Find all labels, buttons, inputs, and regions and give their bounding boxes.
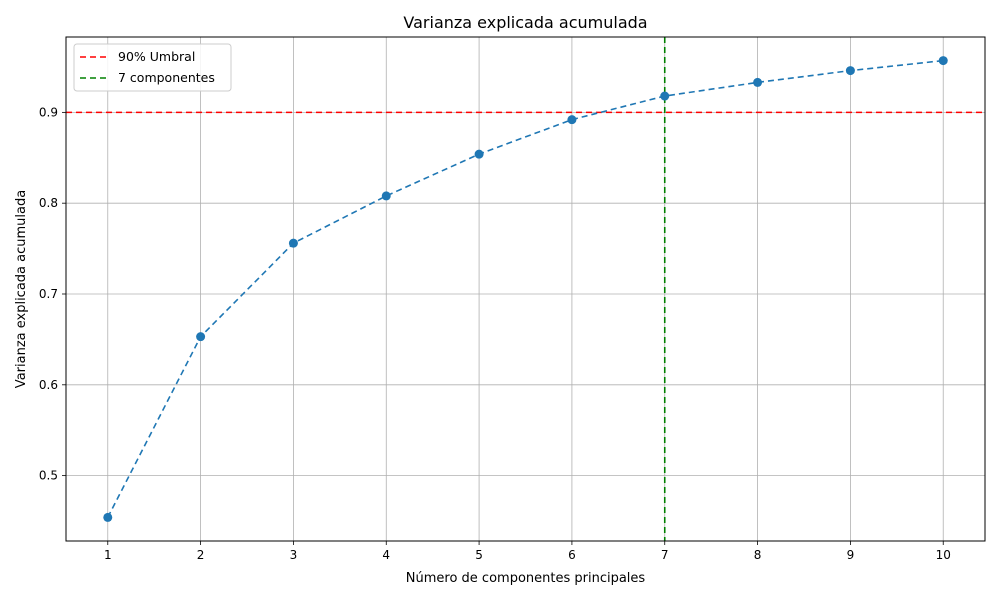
data-point bbox=[938, 56, 948, 66]
series-line bbox=[107, 59, 944, 518]
x-axis-ticks: 1 2 3 4 5 6 7 8 9 10 bbox=[104, 541, 951, 562]
x-tick-label: 10 bbox=[936, 548, 951, 562]
legend-label-components: 7 componentes bbox=[118, 70, 215, 85]
data-point bbox=[845, 66, 855, 76]
legend: 90% Umbral 7 componentes bbox=[73, 43, 232, 92]
data-point bbox=[381, 191, 391, 201]
y-tick-label: 0.7 bbox=[39, 287, 58, 301]
legend-label-threshold: 90% Umbral bbox=[118, 49, 195, 64]
data-point bbox=[753, 77, 763, 87]
x-tick-label: 1 bbox=[104, 548, 112, 562]
data-point bbox=[567, 115, 577, 125]
legend-box bbox=[73, 43, 232, 92]
y-tick-label: 0.8 bbox=[39, 196, 58, 210]
data-point bbox=[103, 512, 113, 522]
y-tick-label: 0.9 bbox=[39, 105, 58, 119]
data-point bbox=[660, 91, 670, 101]
reference-lines bbox=[66, 37, 985, 541]
x-tick-label: 6 bbox=[568, 548, 576, 562]
chart-title: Varianza explicada acumulada bbox=[403, 13, 647, 32]
y-tick-label: 0.5 bbox=[39, 469, 58, 483]
x-tick-label: 5 bbox=[475, 548, 483, 562]
data-point bbox=[196, 332, 206, 342]
x-tick-label: 7 bbox=[661, 548, 669, 562]
x-tick-label: 8 bbox=[754, 548, 762, 562]
y-axis-label: Varianza explicada acumulada bbox=[14, 190, 29, 388]
y-tick-label: 0.6 bbox=[39, 378, 58, 392]
x-tick-label: 9 bbox=[847, 548, 855, 562]
data-point bbox=[288, 238, 298, 248]
series bbox=[103, 56, 948, 522]
y-axis-ticks: 0.5 0.6 0.7 0.8 0.9 bbox=[39, 105, 66, 483]
x-tick-label: 4 bbox=[382, 548, 390, 562]
plot-frame bbox=[65, 36, 986, 542]
x-tick-label: 3 bbox=[290, 548, 298, 562]
x-axis-label: Número de componentes principales bbox=[406, 571, 646, 586]
x-tick-label: 2 bbox=[197, 548, 205, 562]
data-point bbox=[474, 149, 484, 159]
